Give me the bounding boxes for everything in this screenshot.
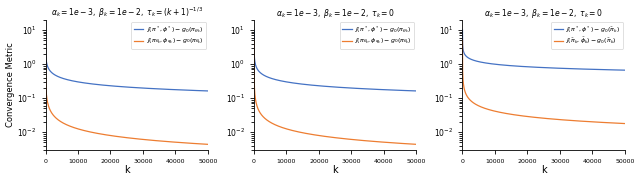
- $J(\pi_{\theta_k}, \phi_{\varphi_k}) - g_0(\pi_{\theta_k})$: [56, 120, 64, 122]
- $J(\pi_{\theta_k}, \phi_{\varphi_k}) - g_0(\pi_{\theta_k})$: [140, 138, 147, 140]
- $J(\pi^*, \phi^*) - g_0(\bar{\pi}_k)$: [467, 58, 475, 60]
- $J(\pi^*, \phi^*) - g_0(\pi_{\theta_k})$: [56, 76, 64, 78]
- $J(\pi_{\theta_k}, \phi_{\varphi_k}) - g_0(\pi_{\theta_k})$: [264, 120, 272, 122]
- $J(\pi^*, \phi^*) - g_0(\pi_{\theta_k})$: [254, 69, 262, 71]
- $J(\pi^*, \phi^*) - g_0(\pi_{\theta_k})$: [175, 89, 183, 91]
- $J(\pi^*, \phi^*) - g_0(\bar{\pi}_k)$: [621, 69, 628, 71]
- $J(\pi_{\theta_k}, \phi_{\varphi_k}) - g_0(\pi_{\theta_k})$: [250, 39, 258, 41]
- $J(\pi^*, \phi^*) - g_0(\pi_{\theta_k})$: [45, 69, 53, 71]
- Line: $J(\pi^*, \phi^*) - g_0(\bar{\pi}_k)$: $J(\pi^*, \phi^*) - g_0(\bar{\pi}_k)$: [463, 30, 625, 70]
- Line: $J(\pi_{\theta_k}, \phi_{\varphi_k}) - g_0(\pi_{\theta_k})$: $J(\pi_{\theta_k}, \phi_{\varphi_k}) - g…: [254, 40, 416, 144]
- $J(\pi_{\theta_k}, \phi_{\varphi_k}) - g_0(\pi_{\theta_k})$: [42, 39, 49, 41]
- Legend: $J(\pi^*, \phi^*) - g_0(\pi_{\theta_k})$, $J(\pi_{\theta_k}, \phi_{\varphi_k}) -: $J(\pi^*, \phi^*) - g_0(\pi_{\theta_k})$…: [340, 22, 415, 49]
- X-axis label: k: k: [124, 165, 129, 175]
- X-axis label: k: k: [541, 165, 547, 175]
- $J(\pi_{\theta_k}, \phi_{\varphi_k}) - g_0(\pi_{\theta_k})$: [45, 107, 53, 109]
- Title: $\alpha_k = 1e-3,\ \beta_k = 1e-2,\ \tau_k = 0$: $\alpha_k = 1e-3,\ \beta_k = 1e-2,\ \tau…: [484, 7, 604, 20]
- $J(\pi^*, \phi^*) - g_0(\bar{\pi}_k)$: [459, 29, 467, 31]
- $J(\bar{\pi}_k, \bar{\phi}_k) - g_0(\bar{\pi}_k)$: [467, 100, 475, 102]
- $J(\pi^*, \phi^*) - g_0(\pi_{\theta_k})$: [412, 90, 420, 92]
- $J(\pi^*, \phi^*) - g_0(\pi_{\theta_k})$: [348, 87, 355, 89]
- $J(\pi^*, \phi^*) - g_0(\bar{\pi}_k)$: [556, 67, 564, 69]
- $J(\pi^*, \phi^*) - g_0(\pi_{\theta_k})$: [140, 87, 147, 89]
- $J(\bar{\pi}_k, \bar{\phi}_k) - g_0(\bar{\pi}_k)$: [519, 115, 527, 117]
- $J(\pi_{\theta_k}, \phi_{\varphi_k}) - g_0(\pi_{\theta_k})$: [412, 143, 420, 145]
- $J(\pi^*, \phi^*) - g_0(\pi_{\theta_k})$: [42, 29, 49, 31]
- $J(\pi^*, \phi^*) - g_0(\pi_{\theta_k})$: [310, 84, 318, 87]
- $J(\bar{\pi}_k, \bar{\phi}_k) - g_0(\bar{\pi}_k)$: [459, 39, 467, 41]
- $J(\pi^*, \phi^*) - g_0(\pi_{\theta_k})$: [384, 89, 392, 91]
- X-axis label: k: k: [332, 165, 338, 175]
- $J(\pi^*, \phi^*) - g_0(\pi_{\theta_k})$: [250, 29, 258, 31]
- $J(\bar{\pi}_k, \bar{\phi}_k) - g_0(\bar{\pi}_k)$: [473, 104, 481, 106]
- $J(\bar{\pi}_k, \bar{\phi}_k) - g_0(\bar{\pi}_k)$: [592, 121, 600, 123]
- Title: $\alpha_k = 1e-3,\ \beta_k = 1e-2,\ \tau_k = (k+1)^{-1/3}$: $\alpha_k = 1e-3,\ \beta_k = 1e-2,\ \tau…: [51, 6, 203, 20]
- $J(\pi_{\theta_k}, \phi_{\varphi_k}) - g_0(\pi_{\theta_k})$: [348, 138, 355, 140]
- Line: $J(\pi_{\theta_k}, \phi_{\varphi_k}) - g_0(\pi_{\theta_k})$: $J(\pi_{\theta_k}, \phi_{\varphi_k}) - g…: [45, 40, 208, 144]
- $J(\pi^*, \phi^*) - g_0(\pi_{\theta_k})$: [102, 84, 109, 87]
- $J(\pi_{\theta_k}, \phi_{\varphi_k}) - g_0(\pi_{\theta_k})$: [102, 134, 109, 136]
- Line: $J(\pi^*, \phi^*) - g_0(\pi_{\theta_k})$: $J(\pi^*, \phi^*) - g_0(\pi_{\theta_k})$: [45, 30, 208, 91]
- $J(\pi_{\theta_k}, \phi_{\varphi_k}) - g_0(\pi_{\theta_k})$: [384, 141, 392, 144]
- $J(\bar{\pi}_k, \bar{\phi}_k) - g_0(\bar{\pi}_k)$: [556, 119, 564, 121]
- $J(\pi_{\theta_k}, \phi_{\varphi_k}) - g_0(\pi_{\theta_k})$: [259, 115, 267, 117]
- Title: $\alpha_k = 1e-3,\ \beta_k = 1e-2,\ \tau_k = 0$: $\alpha_k = 1e-3,\ \beta_k = 1e-2,\ \tau…: [276, 7, 395, 20]
- $J(\bar{\pi}_k, \bar{\phi}_k) - g_0(\bar{\pi}_k)$: [621, 123, 628, 125]
- $J(\bar{\pi}_k, \bar{\phi}_k) - g_0(\bar{\pi}_k)$: [462, 93, 470, 96]
- $J(\pi^*, \phi^*) - g_0(\bar{\pi}_k)$: [592, 68, 600, 71]
- $J(\pi^*, \phi^*) - g_0(\pi_{\theta_k})$: [204, 90, 212, 92]
- $J(\pi^*, \phi^*) - g_0(\pi_{\theta_k})$: [259, 73, 267, 76]
- Line: $J(\bar{\pi}_k, \bar{\phi}_k) - g_0(\bar{\pi}_k)$: $J(\bar{\pi}_k, \bar{\phi}_k) - g_0(\bar…: [463, 40, 625, 124]
- $J(\pi_{\theta_k}, \phi_{\varphi_k}) - g_0(\pi_{\theta_k})$: [204, 143, 212, 145]
- Y-axis label: Convergence Metric: Convergence Metric: [6, 43, 15, 127]
- $J(\pi_{\theta_k}, \phi_{\varphi_k}) - g_0(\pi_{\theta_k})$: [175, 141, 183, 144]
- $J(\pi_{\theta_k}, \phi_{\varphi_k}) - g_0(\pi_{\theta_k})$: [51, 115, 58, 117]
- $J(\pi^*, \phi^*) - g_0(\pi_{\theta_k})$: [51, 73, 58, 76]
- $J(\pi^*, \phi^*) - g_0(\bar{\pi}_k)$: [473, 60, 481, 62]
- $J(\pi^*, \phi^*) - g_0(\bar{\pi}_k)$: [462, 55, 470, 57]
- $J(\pi^*, \phi^*) - g_0(\pi_{\theta_k})$: [264, 76, 272, 78]
- Line: $J(\pi^*, \phi^*) - g_0(\pi_{\theta_k})$: $J(\pi^*, \phi^*) - g_0(\pi_{\theta_k})$: [254, 30, 416, 91]
- $J(\pi^*, \phi^*) - g_0(\bar{\pi}_k)$: [519, 65, 527, 68]
- $J(\pi_{\theta_k}, \phi_{\varphi_k}) - g_0(\pi_{\theta_k})$: [310, 134, 318, 136]
- Legend: $J(\pi^*, \phi^*) - g_0(\bar{\pi}_k)$, $J(\bar{\pi}_k, \bar{\phi}_k) - g_0(\bar{: $J(\pi^*, \phi^*) - g_0(\bar{\pi}_k)$, $…: [551, 22, 623, 49]
- Legend: $J(\pi^*, \phi^*) - g_0(\pi_{\theta_k})$, $J(\pi_{\theta_k}, \phi_{\varphi_k}) -: $J(\pi^*, \phi^*) - g_0(\pi_{\theta_k})$…: [131, 22, 206, 49]
- $J(\pi_{\theta_k}, \phi_{\varphi_k}) - g_0(\pi_{\theta_k})$: [254, 107, 262, 109]
